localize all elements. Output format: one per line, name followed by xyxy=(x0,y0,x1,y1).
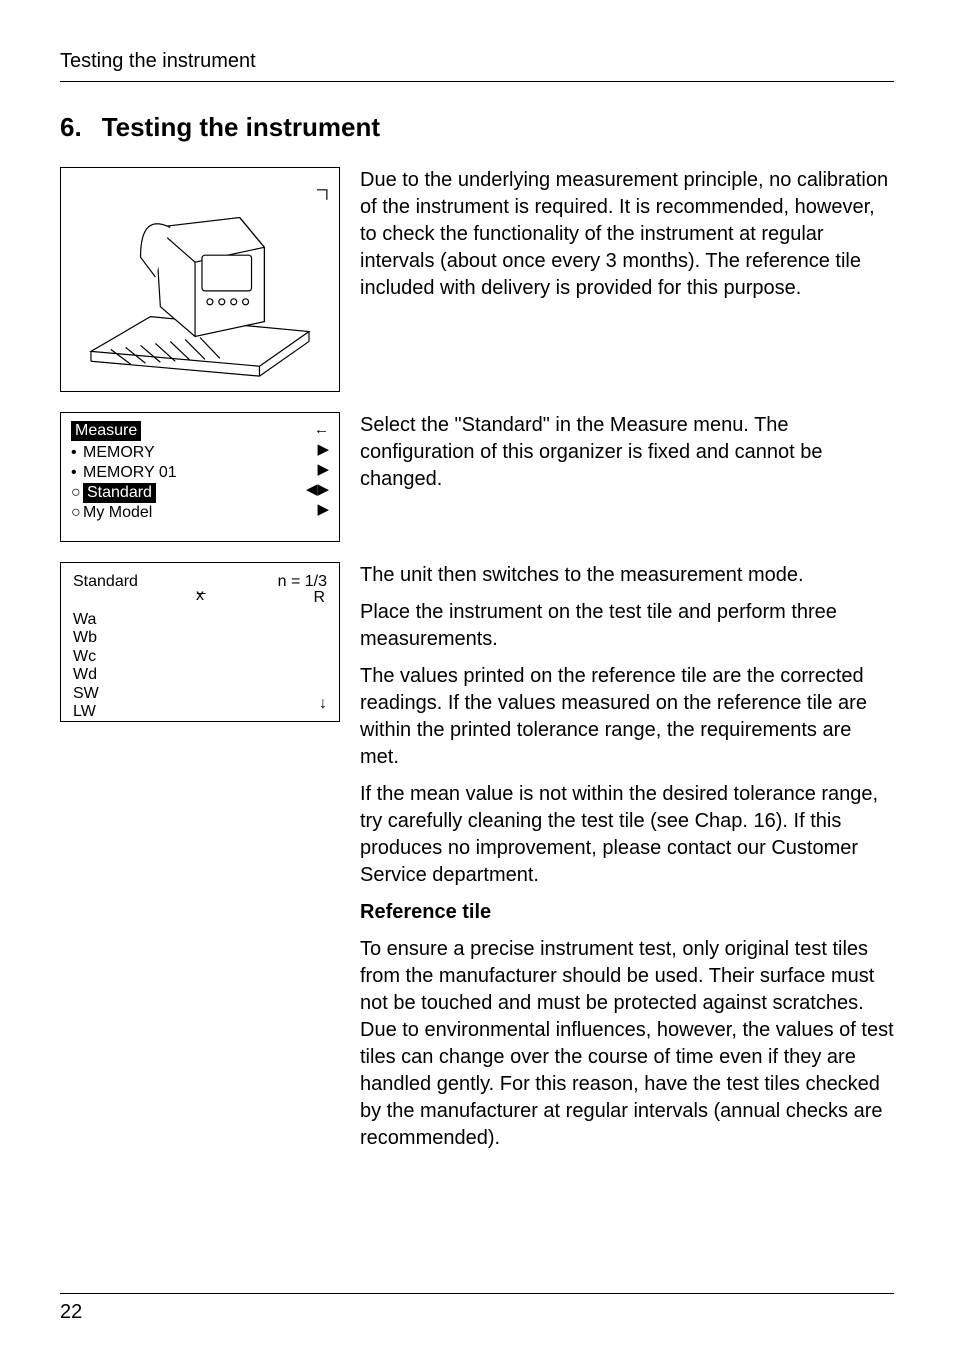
readings-r: R xyxy=(313,589,325,607)
reading-row: LW xyxy=(73,703,327,721)
arrow-right-icon: ▶ xyxy=(306,441,329,461)
menu-paragraph: Select the "Standard" in the Measure men… xyxy=(360,412,894,493)
arrow-right-icon: ▶ xyxy=(306,501,329,521)
body-paragraph: The unit then switches to the measuremen… xyxy=(360,562,894,589)
body-paragraph: If the mean value is not within the desi… xyxy=(360,781,894,889)
intro-paragraph: Due to the underlying measurement princi… xyxy=(360,167,894,302)
device-illustration xyxy=(60,167,340,392)
reading-row: Wc xyxy=(73,648,327,666)
reading-row: Wb xyxy=(73,629,327,647)
reading-row: Wd xyxy=(73,666,327,684)
menu-item-mymodel: ○ My Model xyxy=(71,503,329,523)
header-rule xyxy=(60,81,894,82)
body-paragraph: To ensure a precise instrument test, onl… xyxy=(360,936,894,1152)
menu-item-memory01: • MEMORY 01 xyxy=(71,463,329,483)
measure-menu: Measure • MEMORY • MEMORY 01 ○ Standard … xyxy=(60,412,340,542)
hollow-bullet-icon: ○ xyxy=(71,483,81,503)
reference-tile-heading: Reference tile xyxy=(360,899,894,926)
menu-label: My Model xyxy=(83,503,152,523)
arrow-left-icon: ← xyxy=(306,421,329,441)
arrow-right-icon: ▶ xyxy=(306,461,329,481)
reading-row: SW xyxy=(73,685,327,703)
section-title-text: Testing the instrument xyxy=(102,112,380,143)
readings-box: Standard n = 1/3 _ x R Wa Wb Wc Wd SW LW… xyxy=(60,562,340,722)
footer-rule xyxy=(60,1293,894,1294)
page-number: 22 xyxy=(60,1301,82,1324)
menu-title: Measure xyxy=(71,421,141,441)
arrow-leftright-icon: ◀▶ xyxy=(306,481,329,501)
bullet-icon: • xyxy=(71,443,77,463)
menu-item-memory: • MEMORY xyxy=(71,443,329,463)
hollow-bullet-icon: ○ xyxy=(71,503,81,523)
section-heading: 6. Testing the instrument xyxy=(60,112,894,143)
reading-row: Wa xyxy=(73,611,327,629)
menu-item-standard-selected: Standard xyxy=(83,483,156,503)
body-paragraph: The values printed on the reference tile… xyxy=(360,663,894,771)
running-header: Testing the instrument xyxy=(60,50,894,73)
arrow-down-icon: ↓ xyxy=(319,695,327,713)
readings-list: Wa Wb Wc Wd SW LW xyxy=(73,611,327,721)
bullet-icon: • xyxy=(71,463,77,483)
menu-label: MEMORY 01 xyxy=(83,463,177,483)
body-paragraph: Place the instrument on the test tile an… xyxy=(360,599,894,653)
section-number: 6. xyxy=(60,112,82,143)
menu-label: MEMORY xyxy=(83,443,155,463)
readings-title: Standard xyxy=(73,573,138,591)
menu-arrow-column: ← ▶ ▶ ◀▶ ▶ xyxy=(306,421,329,521)
xbar-symbol: _ x xyxy=(196,587,204,605)
